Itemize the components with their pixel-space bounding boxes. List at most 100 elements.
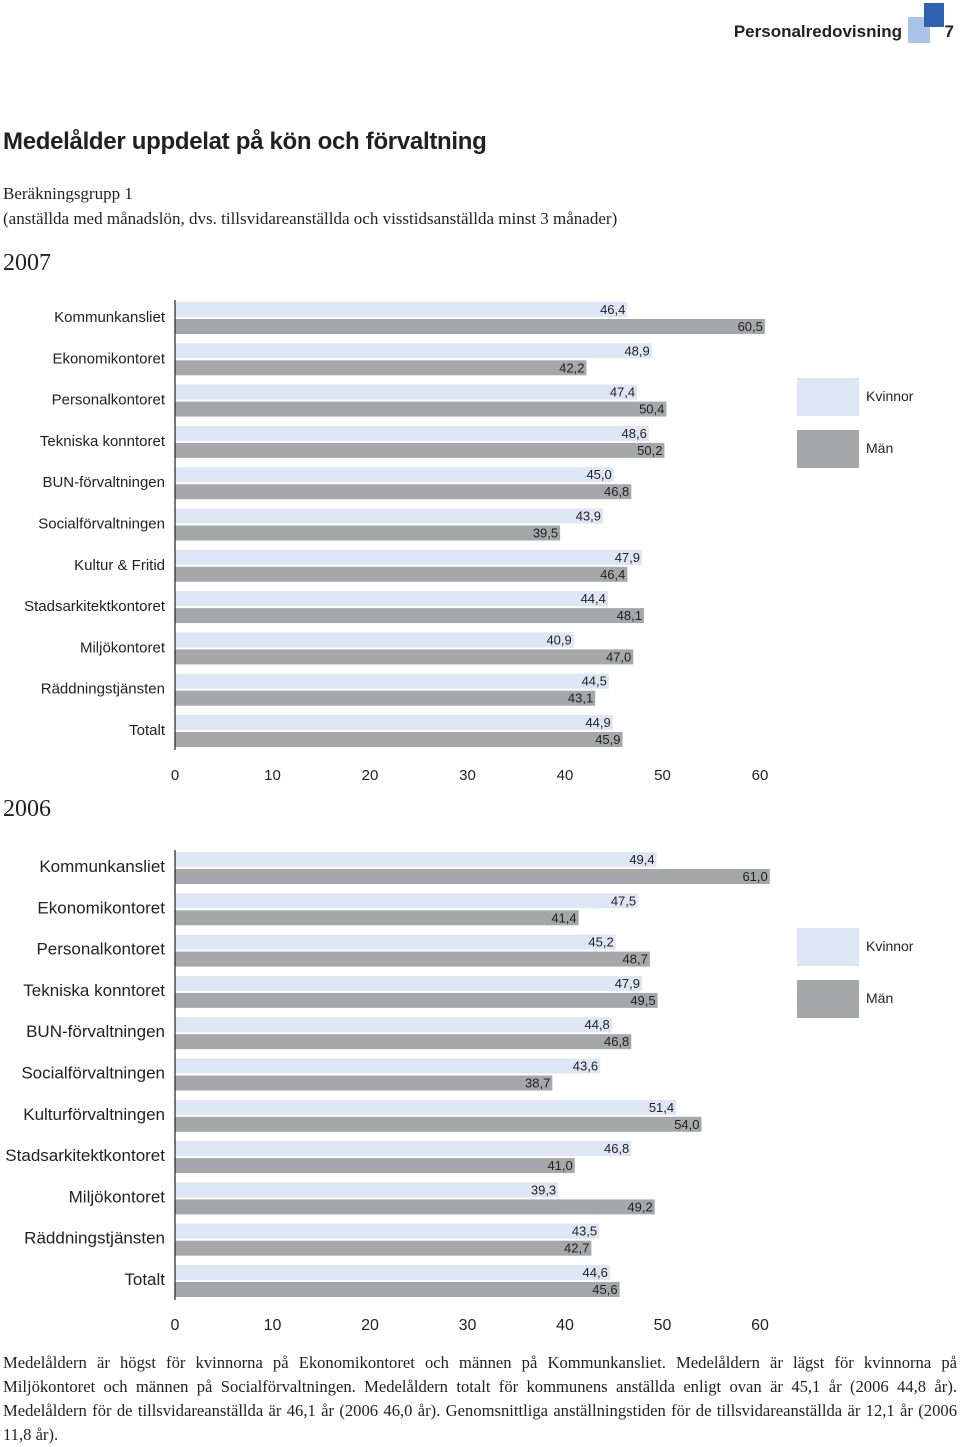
category-label: Kommunkansliet — [39, 857, 165, 876]
bar-label-man: 46,4 — [600, 567, 625, 582]
bar-label-man: 48,7 — [623, 952, 648, 967]
chart-2006: Kommunkansliet 49,4 61,0 Ekonomikontoret 47,… — [5, 850, 914, 1334]
legend-swatch-kvinnor — [797, 928, 859, 966]
bar-kvinnor — [175, 591, 608, 607]
x-tick-label: 40 — [557, 767, 574, 784]
category-label: Tekniska konntoret — [40, 433, 166, 450]
bar-man — [175, 649, 634, 665]
bar-man — [175, 690, 596, 706]
bar-label-kvinnor: 44,4 — [581, 591, 606, 606]
bar-man — [175, 1075, 553, 1091]
legend-swatch-man — [797, 980, 859, 1018]
bar-label-man: 38,7 — [525, 1076, 550, 1091]
bar-label-man: 50,2 — [637, 443, 662, 458]
bar-kvinnor — [175, 975, 643, 991]
bar-label-man: 43,1 — [568, 691, 593, 706]
x-tick-label: 60 — [752, 767, 769, 784]
bar-man — [175, 1034, 632, 1050]
bar-kvinnor — [175, 384, 638, 400]
bar-label-kvinnor: 47,4 — [610, 385, 635, 400]
x-tick-label: 0 — [171, 767, 179, 784]
x-tick-label: 20 — [361, 1317, 379, 1334]
bar-label-man: 45,9 — [595, 732, 620, 747]
x-tick-label: 0 — [171, 1317, 180, 1334]
bar-kvinnor — [175, 934, 616, 950]
bar-label-kvinnor: 45,0 — [586, 467, 611, 482]
chart-2007-title: 2007 — [3, 250, 51, 276]
bar-label-man: 54,0 — [674, 1117, 699, 1132]
bar-man — [175, 401, 667, 417]
legend-swatch-man — [797, 430, 859, 468]
bar-label-man: 46,8 — [604, 484, 629, 499]
bar-label-kvinnor: 48,6 — [622, 426, 647, 441]
bar-kvinnor — [175, 893, 639, 909]
category-label: Kommunkansliet — [54, 309, 166, 326]
page-number: 7 — [944, 22, 954, 41]
legend-label-man: Män — [866, 440, 893, 456]
legend-swatch-kvinnor — [797, 378, 859, 416]
bar-label-kvinnor: 44,8 — [584, 1017, 609, 1032]
bar-man — [175, 951, 650, 967]
x-tick-label: 60 — [751, 1317, 769, 1334]
bar-label-kvinnor: 51,4 — [649, 1100, 674, 1115]
x-tick-label: 30 — [459, 767, 476, 784]
bar-man — [175, 1282, 620, 1297]
bar-label-kvinnor: 45,2 — [588, 935, 613, 950]
x-tick-label: 20 — [362, 767, 379, 784]
bar-man — [175, 525, 561, 541]
subtitle-description: (anställda med månadslön, dvs. tillsvida… — [3, 209, 618, 228]
x-tick-label: 50 — [654, 1317, 672, 1334]
bar-label-man: 50,4 — [639, 402, 664, 417]
bar-man — [175, 608, 644, 624]
bar-label-kvinnor: 48,9 — [624, 343, 649, 358]
bar-man — [175, 1199, 655, 1215]
bar-label-man: 39,5 — [533, 526, 558, 541]
bar-man — [175, 319, 765, 334]
bar-label-kvinnor: 47,9 — [615, 550, 640, 565]
bar-label-man: 49,5 — [630, 993, 655, 1008]
bar-kvinnor — [175, 549, 643, 565]
category-label: Kulturförvaltningen — [23, 1105, 165, 1124]
category-label: Tekniska konntoret — [23, 981, 165, 1000]
bar-label-man: 49,2 — [627, 1199, 652, 1214]
category-label: Socialförvaltningen — [21, 1064, 165, 1083]
bar-label-kvinnor: 43,5 — [572, 1224, 597, 1239]
bar-label-man: 61,0 — [742, 869, 767, 884]
bar-man — [175, 732, 623, 747]
bar-man — [175, 910, 579, 926]
bar-kvinnor — [175, 1265, 610, 1280]
bar-label-kvinnor: 39,3 — [531, 1182, 556, 1197]
category-label: BUN-förvaltningen — [42, 474, 165, 491]
page-header-title: Personalredovisning — [733, 22, 902, 41]
category-label: Miljökontoret — [80, 639, 166, 656]
bar-label-man: 42,7 — [564, 1241, 589, 1256]
category-label: Totalt — [129, 722, 166, 739]
bar-kvinnor — [175, 1223, 600, 1239]
x-tick-label: 30 — [459, 1317, 477, 1334]
x-tick-label: 40 — [556, 1317, 574, 1334]
bar-label-kvinnor: 49,4 — [629, 852, 654, 867]
bar-label-man: 46,8 — [604, 1034, 629, 1049]
bar-kvinnor — [175, 425, 649, 441]
bar-label-man: 42,2 — [559, 360, 584, 375]
bar-man — [175, 992, 658, 1008]
bar-man — [175, 1240, 592, 1256]
category-label: Ekonomikontoret — [52, 350, 165, 367]
bar-man — [175, 869, 770, 884]
x-tick-label: 10 — [264, 767, 281, 784]
summary-text: Medelåldern är högst för kvinnorna på Ek… — [3, 1353, 957, 1444]
category-label: Personalkontoret — [36, 940, 165, 959]
bar-kvinnor — [175, 343, 652, 359]
bar-label-kvinnor: 47,5 — [611, 893, 636, 908]
bar-label-kvinnor: 44,6 — [583, 1265, 608, 1280]
bar-label-man: 45,6 — [592, 1282, 617, 1297]
category-label: Totalt — [124, 1270, 165, 1289]
bar-kvinnor — [175, 852, 657, 867]
bar-man — [175, 442, 665, 458]
bar-man — [175, 360, 587, 376]
category-label: Räddningstjänsten — [41, 681, 165, 698]
bar-label-kvinnor: 40,9 — [546, 632, 571, 647]
bar-label-kvinnor: 46,8 — [604, 1141, 629, 1156]
bar-kvinnor — [175, 1141, 632, 1157]
bar-man — [175, 1158, 575, 1174]
